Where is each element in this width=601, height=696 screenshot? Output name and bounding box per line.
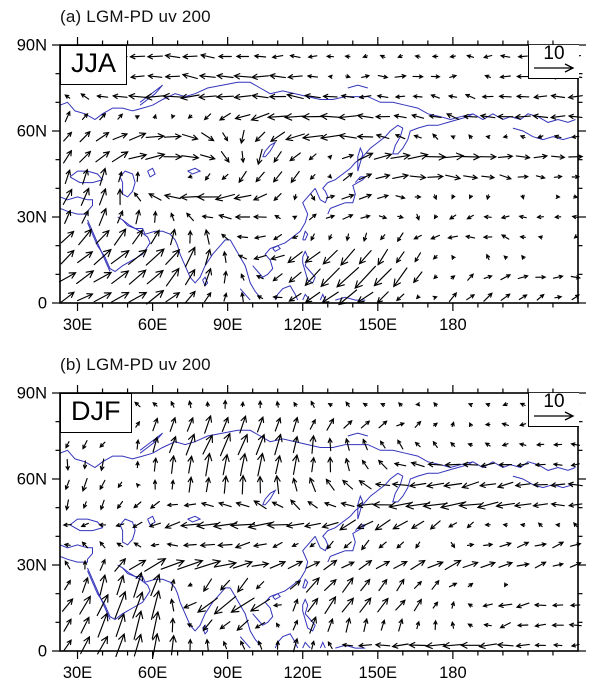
panel-title-a: (a) LGM-PD uv 200 <box>60 7 211 26</box>
y-tick-label: 0 <box>38 643 47 661</box>
vector-map-a: 30E 60E 90E 120E 150E 180 0 30N 60N 90N <box>17 37 586 335</box>
tick-labels: 30E 60E 90E 120E 150E 180 0 30N 60N 90N <box>17 37 467 335</box>
y-tick-label: 90N <box>17 37 47 55</box>
x-tick-label: 150E <box>359 664 398 682</box>
tick-labels: 30E 60E 90E 120E 150E 180 0 30N 60N 90N <box>17 385 467 683</box>
x-tick-label: 30E <box>63 664 92 682</box>
plot-border <box>59 392 579 652</box>
panel-title-b: (b) LGM-PD uv 200 <box>60 355 211 374</box>
plot-border <box>59 44 579 304</box>
vector-field <box>61 399 583 658</box>
vector-field <box>58 53 584 306</box>
x-tick-label: 180 <box>439 316 467 334</box>
y-tick-label: 0 <box>38 295 47 313</box>
reference-vector-value: 10 <box>543 43 565 64</box>
y-tick-label: 30N <box>17 209 47 227</box>
coastlines <box>60 81 576 301</box>
panel-a: (a) LGM-PD uv 200 30E 60E 90E 120E 150E 180 0 3… <box>17 7 586 335</box>
x-tick-label: 180 <box>439 664 467 682</box>
panel-b: (b) LGM-PD uv 200 30E 60E 90E 120E 150E 180 0 3… <box>0 348 601 696</box>
x-tick-label: 60E <box>138 316 167 334</box>
x-tick-label: 30E <box>63 316 92 334</box>
x-tick-label: 60E <box>138 664 167 682</box>
season-label-b: DJF <box>60 393 132 433</box>
y-tick-label: 60N <box>17 123 47 141</box>
x-tick-label: 120E <box>283 316 322 334</box>
x-tick-label: 150E <box>359 316 398 334</box>
vector-map-b: 30E 60E 90E 120E 150E 180 0 30N 60N 90N <box>17 385 586 683</box>
y-tick-label: 90N <box>17 385 47 403</box>
x-tick-label: 90E <box>213 664 242 682</box>
y-tick-label: 30N <box>17 557 47 575</box>
reference-arrow-icon <box>534 63 575 73</box>
season-label-a: JJA <box>60 45 128 85</box>
x-tick-label: 90E <box>213 316 242 334</box>
reference-arrow-icon <box>534 411 575 421</box>
reference-vector-value: 10 <box>543 391 565 412</box>
reference-vector-box-b: 10 <box>528 391 579 427</box>
reference-vector-box-a: 10 <box>528 43 579 79</box>
y-tick-label: 60N <box>17 471 47 489</box>
x-tick-label: 120E <box>283 664 322 682</box>
